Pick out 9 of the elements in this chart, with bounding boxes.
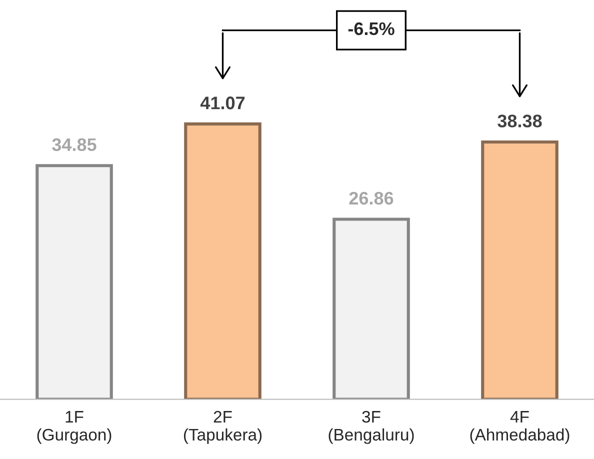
data-label: 38.38 <box>498 114 542 128</box>
data-label: 26.86 <box>349 192 394 205</box>
x-tick-label: 4F (Ahmedabad) <box>470 411 570 444</box>
x-tick-label: 1F (Gurgaon) <box>37 411 112 444</box>
x-tick-label: 2F (Tapukera) <box>184 410 262 444</box>
text: -6.5% <box>348 22 394 36</box>
data-label: 41.07 <box>200 96 245 110</box>
x-tick-label: 3F (Bengaluru) <box>328 410 414 444</box>
data-label: 34.85 <box>52 138 96 152</box>
